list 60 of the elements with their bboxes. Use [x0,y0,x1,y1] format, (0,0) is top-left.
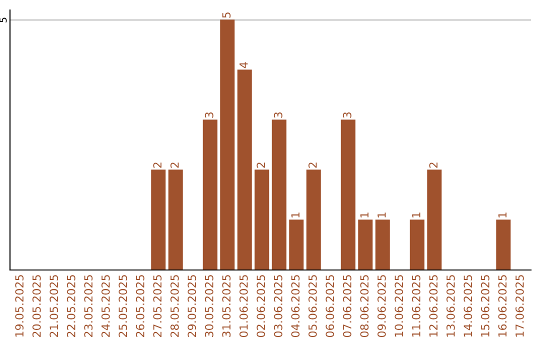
bar [375,220,390,270]
data-label: 1 [378,212,386,218]
x-tick-label: 22.05.2025 [66,275,76,337]
bar [151,170,166,270]
x-tick-label: 15.06.2025 [480,275,490,337]
data-label: 3 [204,112,214,118]
bar [340,120,356,270]
x-tick-label: 23.05.2025 [84,275,93,337]
bar [410,220,424,270]
data-label: 2 [153,162,162,168]
x-tick-label: 07.06.2025 [342,275,352,338]
x-tick-label: 11.06.2025 [412,275,420,337]
data-label: 1 [291,212,300,218]
x-tick-label: 10.06.2025 [394,275,404,337]
x-tick-label: 03.06.2025 [274,275,282,338]
x-tick-label: 12.06.2025 [429,275,438,337]
bar [358,220,373,270]
x-tick-label: 08.06.2025 [360,275,369,338]
bar [168,170,183,270]
x-tick-label: 25.05.2025 [118,275,128,337]
x-tick-label: 13.06.2025 [446,275,455,337]
x-tick-label: 19.05.2025 [15,275,24,337]
bar [254,170,270,270]
data-label: 1 [360,212,368,218]
bar [496,220,511,270]
x-tick-label: 24.05.2025 [101,275,110,337]
bar [289,220,304,270]
x-tick-label: 16.06.2025 [498,275,507,337]
bar [306,170,321,270]
x-tick-label: 02.06.2025 [256,275,266,338]
data-label: 2 [308,162,317,168]
bar [272,120,286,270]
data-label: 1 [412,212,420,218]
x-tick-label: 09.06.2025 [377,275,386,338]
bar [237,70,252,270]
bar [427,170,442,270]
x-tick-label: 06.06.2025 [326,275,334,338]
x-tick-label: 31.05.2025 [222,275,231,337]
data-label: 2 [256,162,265,168]
x-tick-label: 29.05.2025 [188,275,196,337]
data-label: 1 [498,212,506,218]
data-label: 2 [429,162,438,168]
x-tick-label: 01.06.2025 [239,275,248,338]
x-tick-label: 26.05.2025 [136,275,144,337]
data-label: 3 [342,112,352,118]
x-tick-label: 30.05.2025 [204,275,214,337]
data-label: 4 [240,62,248,68]
x-tick-label: 20.05.2025 [32,275,41,337]
x-tick-label: 14.06.2025 [464,275,472,337]
x-tick-label: 27.05.2025 [153,275,162,337]
bar [202,120,218,270]
x-tick-label: 17.06.2025 [515,275,524,337]
x-tick-label: 05.06.2025 [308,275,317,338]
data-label: 3 [274,112,282,118]
x-tick-label: 28.05.2025 [170,275,179,337]
data-label: 2 [170,162,179,168]
data-label: 5 [222,12,231,18]
x-tick-label: 21.05.2025 [50,275,58,337]
x-tick-label: 04.06.2025 [291,275,300,338]
bar [220,20,235,270]
